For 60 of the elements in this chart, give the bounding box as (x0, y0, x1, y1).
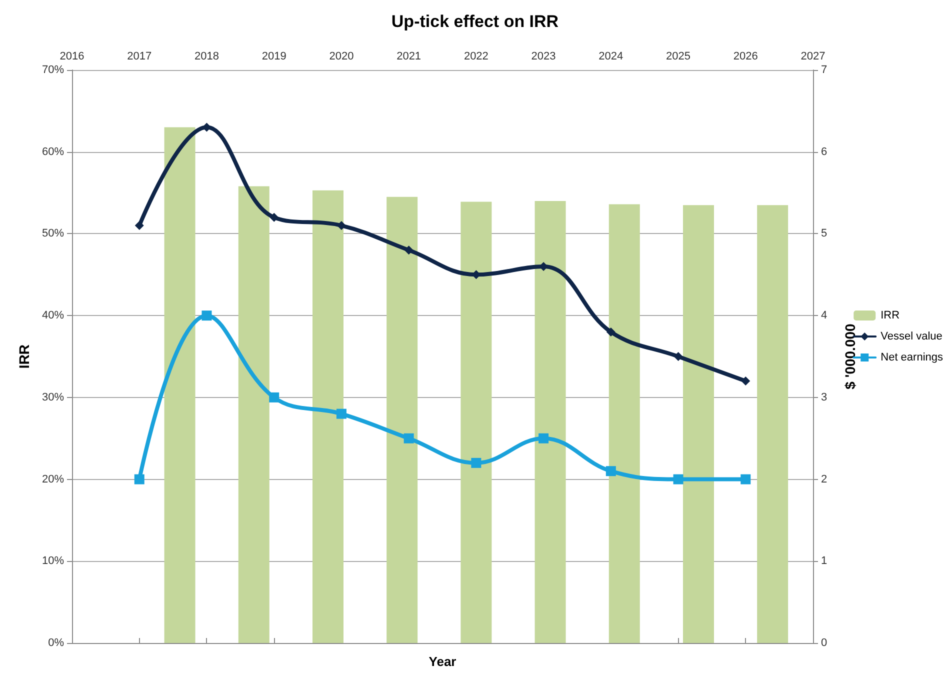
y-axis-title: IRR (16, 344, 32, 369)
x-tick-label: 2026 (733, 50, 758, 62)
bar (682, 205, 714, 643)
y2-tick-label: 4 (821, 310, 828, 322)
point (606, 327, 616, 336)
y-tick-label: 20% (42, 473, 64, 486)
point (538, 433, 549, 444)
y-tick-label: 0% (48, 637, 64, 649)
x-tick-label: 2023 (531, 50, 556, 62)
x-tick-label: 2018 (194, 50, 219, 62)
y-tick-label: 10% (42, 555, 64, 568)
point (471, 458, 482, 468)
x-tick-label: 2016 (60, 50, 84, 62)
bar (238, 186, 270, 643)
bar (460, 202, 492, 643)
point (404, 246, 414, 255)
point (740, 474, 751, 484)
point (674, 352, 683, 361)
point (606, 466, 616, 476)
bar (757, 205, 788, 643)
y-tick-label: 30% (42, 391, 64, 404)
point (269, 392, 280, 402)
point (134, 474, 144, 484)
x-tick-label: 2027 (800, 50, 826, 62)
point (270, 212, 279, 222)
point (336, 408, 346, 419)
y2-tick-label: 1 (821, 555, 828, 568)
point (202, 310, 212, 321)
y2-tick-label: 2 (821, 473, 828, 486)
bar (534, 200, 566, 643)
x-tick-label: 2017 (127, 50, 152, 62)
x-tick-label: 2019 (262, 50, 286, 62)
y-tick-label: 60% (42, 146, 64, 158)
bar (608, 204, 640, 643)
y2-axis-title: $ '000.000 (842, 323, 858, 390)
y2-tick-label: 0 (821, 637, 828, 649)
bar (386, 196, 418, 643)
point (404, 433, 414, 444)
y2-tick-label: 7 (821, 64, 828, 76)
y2-tick-label: 3 (821, 391, 828, 404)
legend-label: IRR (880, 310, 900, 322)
x-tick-label: 2022 (464, 50, 488, 62)
x-tick-label: 2021 (396, 50, 422, 62)
x-tick-label: 2024 (598, 50, 624, 62)
legend-label: Net earnings (880, 352, 944, 364)
chart-title: Up-tick effect on IRR (391, 12, 559, 31)
x-tick-label: 2020 (329, 50, 354, 62)
x-tick-label: 2025 (666, 50, 691, 62)
point (134, 221, 144, 230)
legend-label: Vessel value (880, 330, 942, 342)
point (741, 376, 750, 386)
x-axis-title: Year (428, 654, 456, 669)
y-tick-label: 70% (42, 64, 64, 76)
y2-tick-label: 5 (821, 228, 828, 240)
y2-tick-label: 6 (821, 146, 828, 158)
point (673, 474, 684, 484)
y-tick-label: 50% (42, 228, 64, 240)
bar (312, 190, 344, 643)
y-tick-label: 40% (42, 310, 64, 322)
bar (164, 127, 196, 643)
